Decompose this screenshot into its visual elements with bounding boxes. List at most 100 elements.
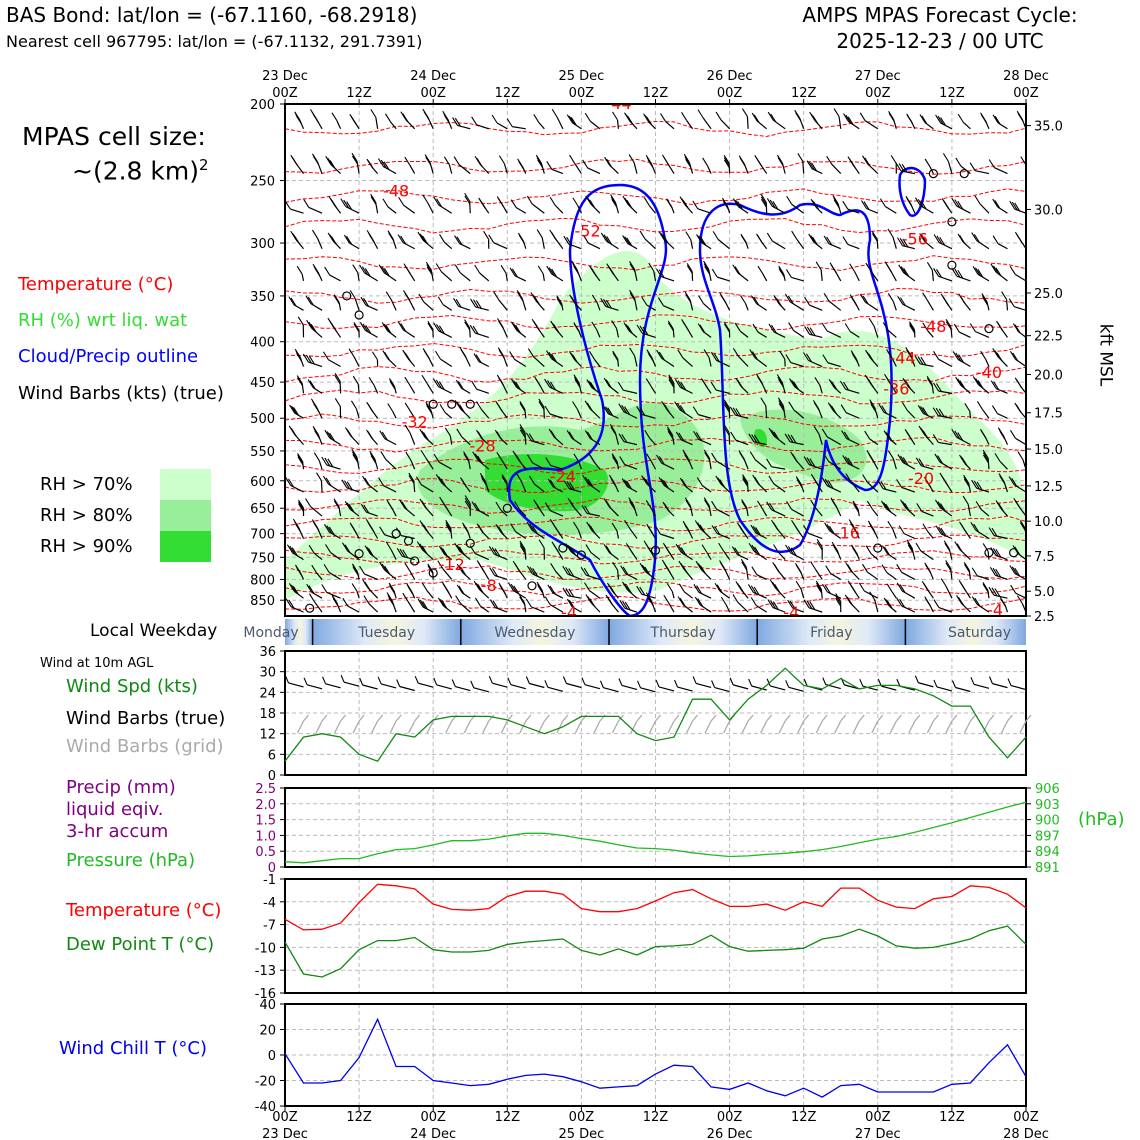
wind-barb-flag — [629, 292, 636, 302]
wind-barb-flag — [703, 263, 710, 272]
wind-barb — [920, 550, 934, 561]
wind-barb — [820, 269, 823, 281]
wind-barb-flag — [352, 565, 359, 574]
wind-barb-flag — [742, 474, 748, 483]
wind-barb-flag — [509, 351, 516, 360]
wind-barb-flag — [341, 542, 348, 552]
windchill-ytick-label: -20 — [255, 1075, 276, 1090]
wind-barb-flag — [605, 500, 612, 509]
wind-barb-flag — [899, 238, 906, 247]
wind-barb — [531, 203, 545, 214]
wind-barb-flag — [749, 451, 756, 461]
wind-barb-flag — [275, 236, 280, 244]
wind-barb — [739, 330, 749, 338]
wind-barb-flag — [610, 196, 617, 206]
wind-barb-flag — [835, 593, 842, 602]
grid-wind-barb — [723, 720, 731, 734]
wind-barb — [383, 485, 397, 493]
wind-barb-flag — [959, 235, 966, 244]
isotherm-line — [285, 413, 1026, 429]
wind-barb — [532, 356, 545, 367]
calm-circle — [403, 536, 414, 546]
grid-wind-barb — [593, 720, 601, 734]
true-wind-barb-flag — [451, 679, 456, 687]
wind-barb-flag — [367, 547, 374, 557]
wind-barb-flag — [982, 543, 989, 552]
windchill-ytick-label: 40 — [259, 998, 276, 1013]
wind-barb-flag — [544, 405, 551, 415]
wind-barb-flag — [518, 161, 525, 171]
wind-barb-flag — [423, 432, 429, 441]
wind-barb-flag — [629, 263, 636, 273]
wind-barb — [308, 206, 323, 214]
wind-barb-flag — [702, 157, 709, 167]
wind10m-frame — [284, 650, 1027, 776]
wind-barb — [903, 533, 916, 540]
wind-barb-flag — [348, 503, 355, 513]
wind-barb-flag — [957, 233, 964, 243]
wind-barb-flag — [957, 113, 964, 123]
wind-barb-flag — [279, 454, 284, 462]
wind-barb-flag — [915, 542, 922, 552]
wind-barb-flag — [932, 407, 939, 416]
wind-barb-flag — [298, 503, 304, 512]
isotherm-label: -28 — [470, 437, 496, 456]
wind-barb-flag — [353, 323, 360, 333]
wind-barb-flag — [622, 195, 629, 205]
wind-barb-flag — [278, 399, 283, 407]
isotherm-line — [285, 580, 1026, 597]
wind-barb-flag — [591, 294, 598, 304]
weekday-band — [905, 619, 1026, 645]
wind-barb-flag — [866, 500, 873, 510]
wind-barb-flag — [562, 587, 569, 597]
calm-circle — [576, 550, 587, 560]
wind-barb — [442, 568, 453, 580]
wind-barb — [538, 122, 545, 130]
wind-barb-flag — [678, 545, 685, 555]
precip-frame — [284, 787, 1027, 868]
wind-barb-flag — [943, 201, 950, 210]
wind-barb-flag — [994, 453, 1001, 462]
wind-barb-flag — [647, 597, 654, 606]
rh-70-label: RH > 70% — [40, 474, 133, 495]
wind-barb-flag — [906, 539, 913, 549]
wind-barb-flag — [549, 196, 556, 206]
wind-barb-flag — [992, 348, 999, 357]
true-wind-barb-flag — [748, 678, 753, 687]
wind-barb-flag — [586, 431, 593, 441]
true-wind-barb-flag — [655, 679, 660, 688]
wind-barb-flag — [570, 117, 577, 126]
wind-barb-flag — [883, 546, 890, 556]
grid-wind-barb-flag — [562, 714, 569, 722]
wind-barb-flag — [628, 497, 635, 506]
wind-barb-flag — [654, 525, 661, 535]
wind-barb-flag — [423, 524, 430, 534]
wind-barb-flag — [980, 114, 987, 123]
wind-barb — [423, 301, 434, 311]
wind-barb-flag — [943, 540, 950, 550]
wind-barb-flag — [359, 264, 365, 274]
wind-barb-flag — [381, 322, 388, 331]
wind-barb — [826, 436, 842, 446]
wind-barb — [542, 273, 545, 281]
wind-barb-flag — [776, 374, 783, 383]
wind-barb-flag — [427, 322, 434, 332]
wind-barb — [330, 551, 341, 561]
wind-barb-flag — [900, 266, 907, 275]
wind-barb-flag — [525, 598, 532, 608]
wind-barb-flag — [747, 584, 754, 593]
wind-barb-flag — [305, 354, 312, 364]
grid-wind-barb-flag — [877, 714, 884, 722]
wind-barb-flag — [850, 160, 857, 169]
wind-barb-flag — [887, 450, 894, 459]
wind-barb-flag — [370, 109, 377, 118]
wind-barb-flag — [612, 456, 619, 466]
wind-barb-flag — [1009, 265, 1016, 275]
wind-barb-flag — [723, 159, 730, 169]
wind-barb — [407, 600, 416, 613]
wind-barb-flag — [843, 113, 849, 122]
wind-barb-flag — [925, 564, 932, 574]
wind-barb — [708, 357, 712, 367]
wind-barb-flag — [437, 597, 444, 607]
wind-barb-flag — [400, 323, 407, 332]
